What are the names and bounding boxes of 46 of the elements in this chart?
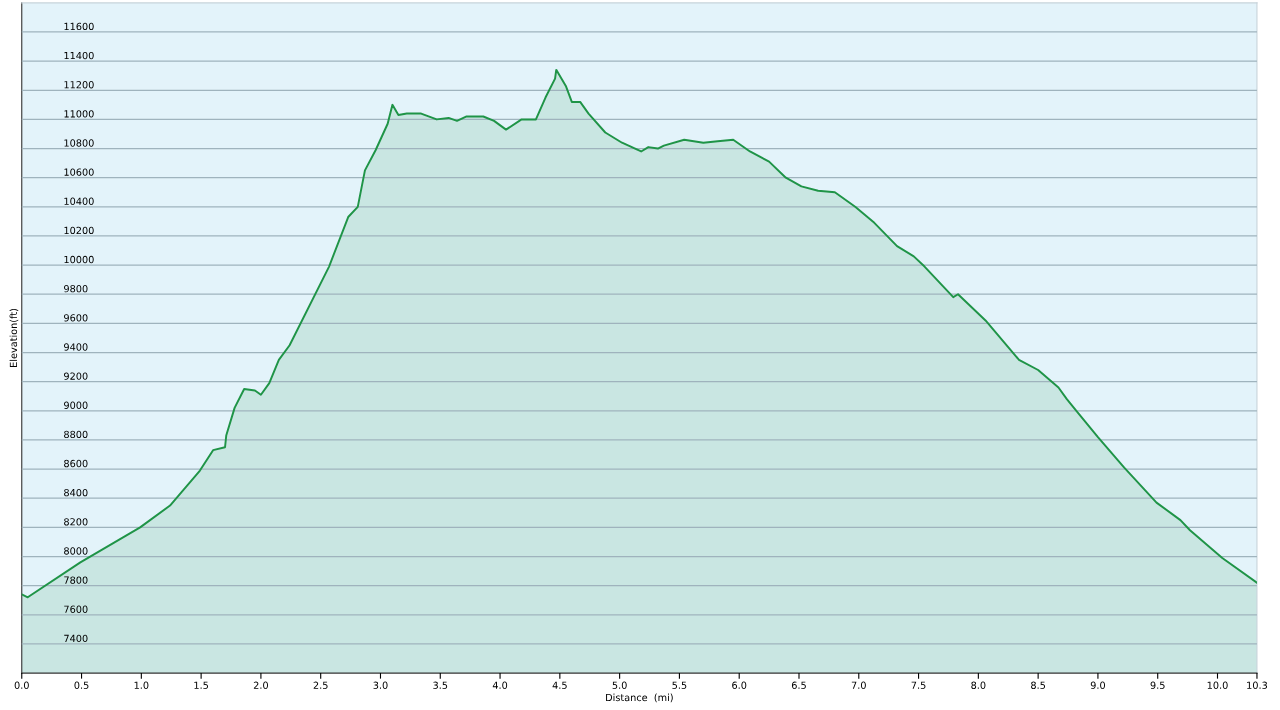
y-tick-label: 8800 [64,430,88,439]
x-tick-label: 4.5 [552,681,567,689]
x-tick-label: 1.5 [194,681,208,689]
x-tick-label: 3.0 [373,681,388,689]
x-tick-label: 10.3 [1247,681,1267,689]
y-tick-label: 7800 [64,576,88,584]
x-tick-label: 5.5 [672,681,687,689]
y-tick-label: 10200 [64,226,94,235]
y-tick-label: 8400 [64,489,88,497]
x-tick-label: 8.5 [1031,681,1046,689]
x-tick-label: 0.0 [14,681,29,689]
x-tick-label: 7.0 [851,681,866,689]
y-tick-label: 10400 [64,197,94,205]
x-tick-label: 6.5 [791,681,806,689]
y-tick-label: 8200 [64,518,88,526]
y-tick-label: 8000 [64,547,88,555]
y-tick-label: 11400 [64,51,94,60]
x-tick-label: 7.5 [911,681,926,689]
y-tick-label: 9600 [64,314,88,322]
y-tick-label: 11000 [64,110,94,118]
x-tick-label: 5.0 [612,681,627,689]
x-tick-label: 1.0 [134,681,149,689]
x-tick-label: 9.5 [1150,681,1165,689]
y-tick-label: 10000 [64,255,94,264]
y-tick-label: 11200 [64,81,94,89]
y-tick-label: 11600 [64,22,94,31]
y-tick-label: 9000 [64,401,88,409]
x-tick-label: 0.5 [74,681,89,689]
y-axis-title: Elevation(ft) [9,308,19,367]
x-axis-title: Distance (mi) [606,693,673,703]
x-tick-label: 2.0 [253,681,268,689]
y-tick-label: 9200 [64,372,88,380]
x-tick-label: 8.0 [971,681,986,689]
y-tick-label: 8600 [64,459,88,468]
y-tick-label: 9800 [64,285,88,293]
x-tick-label: 4.0 [492,681,508,689]
y-tick-label: 10600 [64,168,94,176]
y-tick-label: 9400 [64,343,88,351]
x-tick-label: 10.0 [1207,681,1228,689]
y-tick-label: 7400 [64,634,88,643]
x-tick-label: 9.0 [1090,681,1106,689]
x-tick-label: 6.0 [732,681,747,689]
y-tick-label: 7600 [64,605,88,613]
x-tick-label: 3.5 [433,681,448,689]
x-tick-label: 2.5 [313,681,328,689]
y-tick-label: 10800 [64,139,94,147]
